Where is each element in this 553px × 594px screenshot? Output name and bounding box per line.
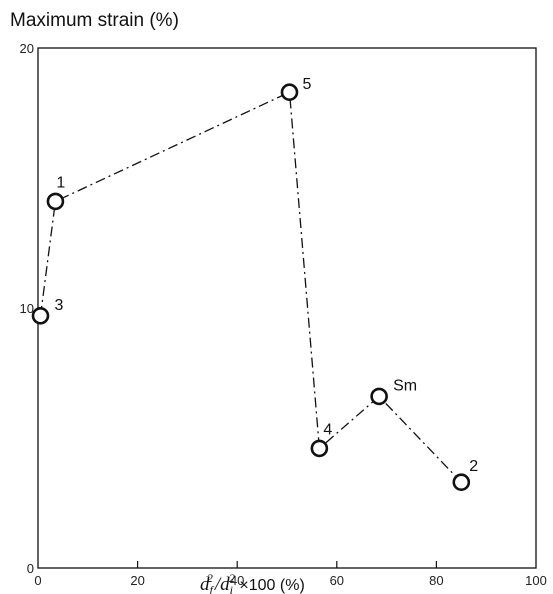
x-axis-title: df2/di2 ×100 (%) [200,571,305,594]
x-axis-title-var-f: d [200,574,210,594]
x-axis-title-sup-f: 2 [207,571,213,585]
x-tick-label: 80 [429,573,443,588]
x-tick-label: 60 [330,573,344,588]
y-tick-label: 10 [20,301,34,316]
y-axis-title: Maximum strain (%) [10,10,179,31]
x-tick-label: 0 [34,573,41,588]
x-axis-title-sub-f: f [210,583,215,594]
data-point-marker [370,387,388,406]
y-tick-label: 0 [27,561,34,576]
data-point-label: 5 [302,76,311,93]
data-point-label: 3 [54,297,63,314]
x-axis-title-sup-i: 2 [229,571,235,585]
x-axis-title-sep: / [214,574,222,594]
data-point-label: 1 [56,174,65,191]
data-point-marker [280,83,299,101]
x-axis-title-var-i: d [220,574,230,594]
data-point-label: Sm [393,377,417,394]
x-tick-label: 100 [525,573,547,588]
data-point-label: 2 [469,458,478,475]
data-point-label: 4 [323,421,332,438]
x-tick-label: 20 [130,573,144,588]
x-tick-label: 40 [230,573,244,588]
series-labels-group: 3 1 5 4 Sm 2 [54,76,478,475]
series-line [39,91,462,483]
data-point-marker [452,473,471,492]
data-point-marker [31,306,50,325]
y-tick-label: 20 [20,41,34,56]
series-line-group [39,91,462,483]
series-points-group [31,83,471,492]
x-axis-title-tail: ×100 (%) [235,577,305,594]
x-axis-ticks: 0 20 40 60 80 100 [34,561,547,588]
data-point-marker [310,439,329,458]
x-axis-title-sub-i: i [230,583,233,594]
data-point-marker [46,192,65,211]
y-axis-ticks: 0 10 20 [20,41,34,576]
